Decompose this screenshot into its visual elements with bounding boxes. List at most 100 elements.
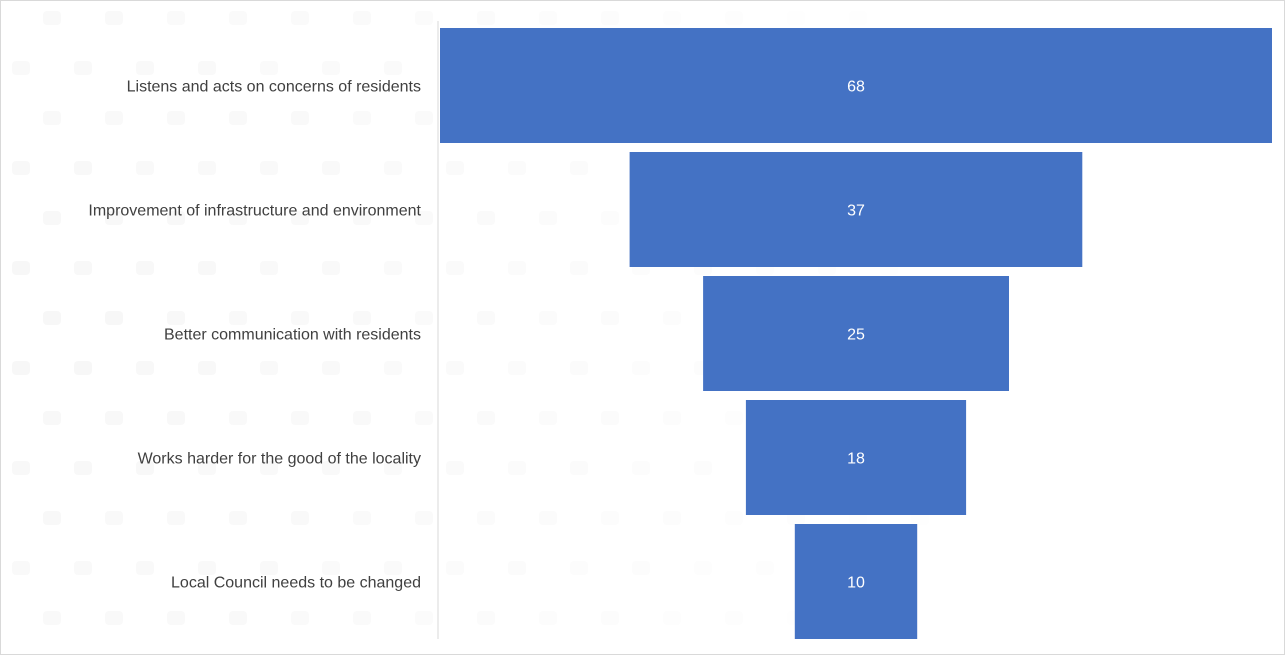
category-label: Improvement of infrastructure and enviro… <box>88 203 421 220</box>
background-dot <box>105 511 123 525</box>
background-dot <box>539 511 557 525</box>
background-dot <box>43 211 61 225</box>
background-dot <box>43 11 61 25</box>
background-dot <box>229 611 247 625</box>
funnel-bar <box>745 400 967 515</box>
background-dot <box>663 311 681 325</box>
background-dot <box>539 211 557 225</box>
background-dot <box>291 411 309 425</box>
background-dot <box>384 561 402 575</box>
background-dot <box>601 611 619 625</box>
background-dot <box>632 361 650 375</box>
background-dot <box>198 61 216 75</box>
background-dot <box>539 411 557 425</box>
background-dot <box>43 611 61 625</box>
background-dot <box>446 461 464 475</box>
background-dot <box>415 611 433 625</box>
background-dot <box>167 11 185 25</box>
background-dot <box>167 211 185 225</box>
background-dot <box>477 511 495 525</box>
background-dot <box>508 161 526 175</box>
background-dot <box>260 561 278 575</box>
background-dot <box>260 61 278 75</box>
background-dot <box>353 211 371 225</box>
background-dot <box>663 11 681 25</box>
background-dot <box>229 511 247 525</box>
background-dot <box>353 511 371 525</box>
background-dot <box>229 411 247 425</box>
background-dot <box>167 511 185 525</box>
background-dot <box>198 261 216 275</box>
background-dot <box>105 111 123 125</box>
background-dot <box>353 11 371 25</box>
background-dot <box>694 461 712 475</box>
background-dot <box>601 11 619 25</box>
funnel-bar <box>440 28 1272 143</box>
background-dot <box>353 611 371 625</box>
background-dot <box>198 461 216 475</box>
background-dot <box>229 211 247 225</box>
background-dot <box>353 311 371 325</box>
background-dot <box>291 311 309 325</box>
background-dot <box>539 611 557 625</box>
background-dot <box>322 361 340 375</box>
background-dot <box>12 61 30 75</box>
background-dot <box>384 261 402 275</box>
background-dot <box>291 211 309 225</box>
background-dot <box>105 211 123 225</box>
funnel-bar <box>703 276 1009 391</box>
background-dot <box>105 611 123 625</box>
background-dot <box>229 111 247 125</box>
background-dot <box>477 311 495 325</box>
background-dot <box>136 461 154 475</box>
background-dot <box>353 111 371 125</box>
background-dot <box>539 311 557 325</box>
background-dot <box>539 11 557 25</box>
background-dot <box>415 11 433 25</box>
background-dot <box>260 361 278 375</box>
background-dot <box>415 311 433 325</box>
background-dot <box>477 11 495 25</box>
background-pattern <box>12 11 805 625</box>
background-dot <box>787 11 805 25</box>
background-dot <box>601 511 619 525</box>
background-dot <box>446 361 464 375</box>
background-dot <box>74 361 92 375</box>
background-dot <box>136 361 154 375</box>
background-dot <box>167 611 185 625</box>
background-dot <box>136 61 154 75</box>
background-dot <box>43 111 61 125</box>
background-dot <box>322 61 340 75</box>
background-dot <box>12 561 30 575</box>
background-dot <box>570 461 588 475</box>
background-dot <box>43 511 61 525</box>
background-dot <box>601 411 619 425</box>
background-dot <box>105 311 123 325</box>
category-label: Local Council needs to be changed <box>171 575 421 592</box>
background-dot <box>229 311 247 325</box>
data-label: 10 <box>847 575 865 592</box>
background-dot <box>570 261 588 275</box>
background-dot <box>508 361 526 375</box>
background-dot <box>291 611 309 625</box>
background-dot <box>74 61 92 75</box>
background-dot <box>12 261 30 275</box>
background-dot <box>663 411 681 425</box>
background-dot <box>167 411 185 425</box>
background-dot <box>446 261 464 275</box>
background-dot <box>198 161 216 175</box>
funnel-bar <box>794 524 918 639</box>
background-dot <box>632 561 650 575</box>
background-dot <box>725 511 743 525</box>
data-label: 37 <box>847 203 865 220</box>
background-dot <box>260 161 278 175</box>
background-dot <box>601 311 619 325</box>
background-dot <box>477 611 495 625</box>
value-labels: 68 37 25 18 10 <box>847 79 865 592</box>
category-label: Works harder for the good of the localit… <box>138 451 421 468</box>
background-dot <box>415 511 433 525</box>
background-dot <box>353 411 371 425</box>
background-dot <box>74 561 92 575</box>
background-dot <box>415 111 433 125</box>
